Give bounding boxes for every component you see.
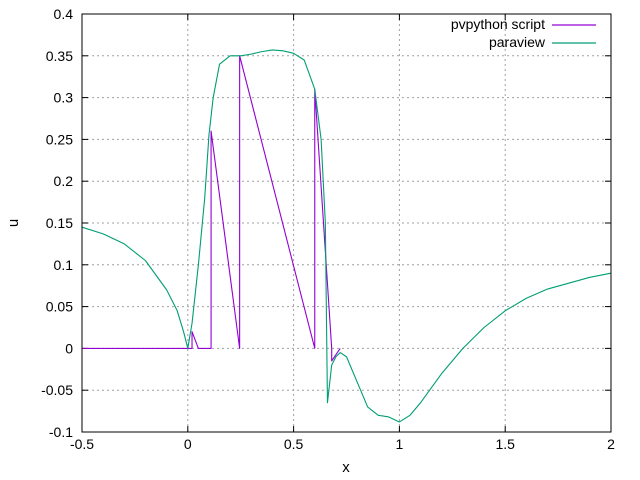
- tick-labels: -0.5 0 0.5 1 1.5 2 -0.1 -0.05 0 0.05 0.1 0.15 0.2 0.2…: [41, 6, 615, 452]
- x-tick-label: 0: [184, 436, 192, 452]
- x-axis-label: x: [342, 459, 350, 476]
- y-tick-label: 0.25: [46, 131, 73, 147]
- legend-label-pvpython-script: pvpython script: [451, 16, 545, 32]
- x-tick-label: -0.5: [70, 436, 94, 452]
- y-axis-label: u: [5, 219, 22, 227]
- y-tick-label: 0.4: [54, 6, 74, 22]
- x-tick-label: 2: [607, 436, 615, 452]
- legend: pvpython script paraview: [451, 16, 596, 50]
- x-tick-label: 1: [396, 436, 404, 452]
- y-tick-label: 0.3: [54, 90, 74, 106]
- y-tick-label: 0.35: [46, 48, 73, 64]
- x-tick-label: 1.5: [495, 436, 515, 452]
- series-line-pvpython-script: [82, 55, 341, 362]
- x-tick-label: 0.5: [284, 436, 304, 452]
- axis-ticks: [81, 13, 612, 433]
- y-tick-label: 0.05: [46, 299, 73, 315]
- legend-label-paraview: paraview: [489, 34, 546, 50]
- series-lines: [81, 49, 612, 423]
- series-line-paraview: [81, 49, 612, 423]
- y-tick-label: -0.05: [41, 382, 73, 398]
- y-tick-label: 0.1: [54, 257, 74, 273]
- y-tick-label: 0.15: [46, 215, 73, 231]
- plot-frame: [81, 13, 612, 433]
- y-tick-label: 0: [65, 340, 73, 356]
- y-tick-label: 0.2: [54, 173, 74, 189]
- y-tick-label: -0.1: [49, 424, 73, 440]
- grid: [82, 14, 611, 432]
